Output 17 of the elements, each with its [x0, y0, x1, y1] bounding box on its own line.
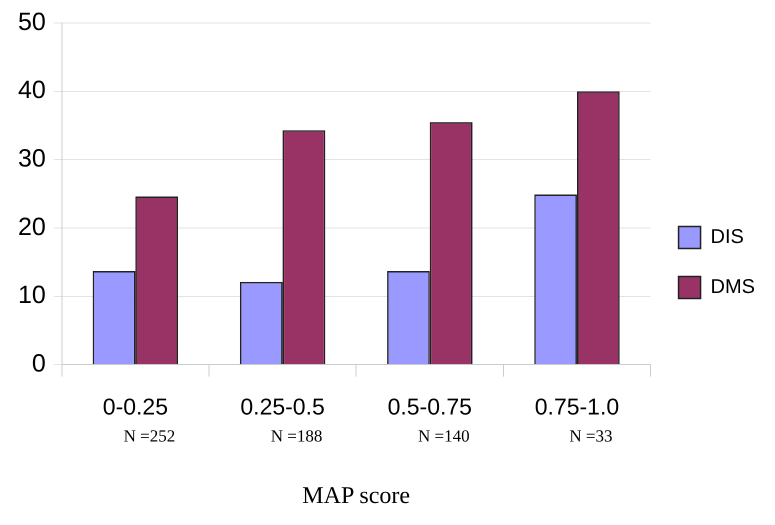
legend-label: DMS: [710, 276, 756, 298]
x-tick-label: 0-0.25: [102, 394, 168, 420]
text: N =33: [569, 426, 613, 446]
y-tick-label: 50: [18, 8, 46, 36]
text: N =140: [418, 426, 470, 446]
y-tick-label: 0: [32, 349, 46, 378]
y-tick-label: 10: [18, 281, 46, 310]
y-tick-label: 30: [18, 144, 46, 173]
x-tick-label: 0.75-1.0: [534, 394, 620, 420]
y-tick-label: 20: [18, 212, 46, 241]
legend-label: DIS: [710, 226, 744, 248]
y-tick-label: 40: [18, 76, 46, 104]
x-axis-title: MAP score: [302, 482, 410, 509]
text: N =188: [270, 426, 322, 446]
x-tick-label: 0.25-0.5: [240, 394, 325, 420]
text: N =252: [124, 426, 176, 446]
x-tick-label: 0.5-0.75: [388, 394, 472, 420]
